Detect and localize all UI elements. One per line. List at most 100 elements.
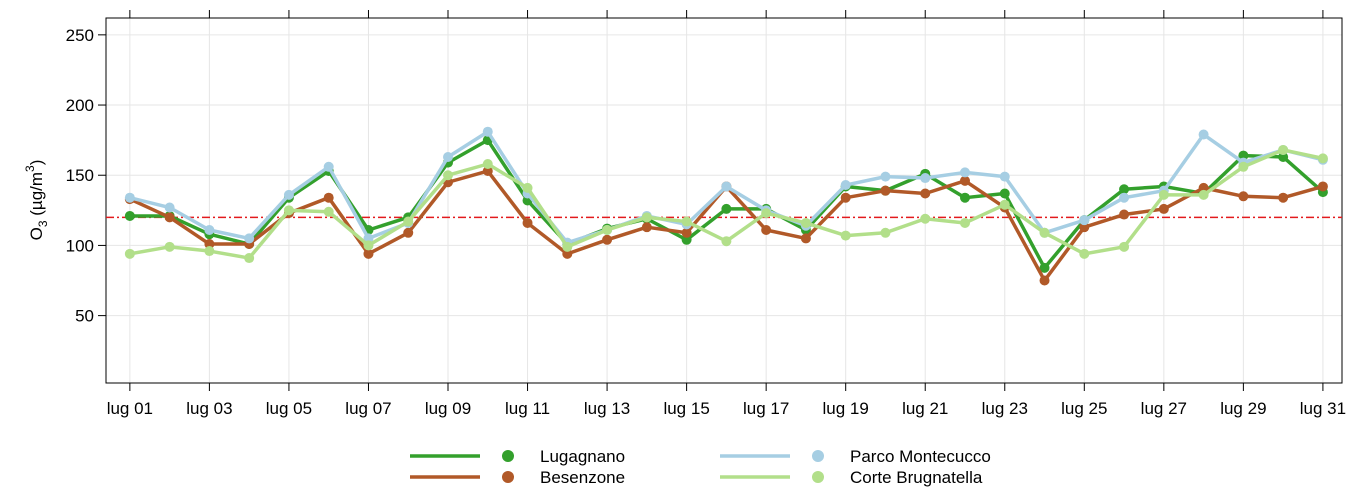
- data-point: [204, 239, 215, 250]
- data-point: [800, 233, 811, 244]
- data-point: [1158, 203, 1169, 214]
- data-point: [323, 192, 334, 203]
- data-point: [1317, 181, 1328, 192]
- x-tick-label: lug 19: [823, 399, 869, 418]
- legend-label: Besenzone: [540, 468, 625, 487]
- y-label-part: (µg/m: [27, 172, 46, 221]
- legend-label: Corte Brugnatella: [850, 468, 983, 487]
- data-point: [1238, 150, 1249, 161]
- data-point: [1317, 153, 1328, 164]
- data-point: [323, 161, 334, 172]
- data-point: [681, 216, 692, 227]
- legend-label: Parco Montecucco: [850, 447, 991, 466]
- data-point: [363, 248, 374, 259]
- x-tick-label: lug 11: [505, 399, 550, 418]
- data-point: [403, 227, 414, 238]
- legend-dot: [502, 450, 514, 462]
- x-tick-label: lug 07: [345, 399, 391, 418]
- y-tick-label: 100: [66, 236, 94, 255]
- data-point: [124, 248, 135, 259]
- data-point: [124, 192, 135, 203]
- data-point: [880, 171, 891, 182]
- y-label-part: O: [27, 227, 46, 240]
- data-point: [204, 224, 215, 235]
- data-point: [920, 188, 931, 199]
- data-point: [244, 233, 255, 244]
- data-point: [1119, 184, 1130, 195]
- x-tick-label: lug 13: [584, 399, 630, 418]
- data-point: [363, 240, 374, 251]
- y-tick-label: 250: [66, 26, 94, 45]
- data-point: [164, 241, 175, 252]
- data-point: [1079, 248, 1090, 259]
- data-point: [482, 126, 493, 137]
- data-point: [999, 199, 1010, 210]
- data-point: [1278, 151, 1289, 162]
- legend-dot: [812, 450, 824, 462]
- data-point: [840, 230, 851, 241]
- y-axis-label: O3 (µg/m3): [23, 160, 50, 241]
- data-point: [482, 159, 493, 169]
- data-point: [959, 192, 970, 203]
- data-point: [1198, 182, 1209, 193]
- data-point: [1198, 189, 1209, 200]
- y-label-part: 3: [23, 165, 37, 172]
- plot-frame: [105, 17, 1343, 384]
- data-point: [1039, 227, 1050, 238]
- data-point: [522, 182, 533, 193]
- data-point: [1278, 144, 1289, 155]
- legend-dot: [812, 471, 824, 483]
- legend-dot: [502, 471, 514, 483]
- data-point: [761, 224, 772, 235]
- data-point: [363, 233, 374, 244]
- data-point: [1119, 192, 1130, 203]
- x-tick-label: lug 09: [425, 399, 471, 418]
- data-point: [323, 206, 334, 217]
- data-point: [959, 175, 970, 186]
- data-point: [761, 208, 772, 219]
- data-point: [164, 202, 175, 213]
- data-point: [403, 216, 414, 227]
- x-tick-label: lug 15: [663, 399, 709, 418]
- x-tick-label: lug 25: [1061, 399, 1107, 418]
- data-point: [562, 248, 573, 259]
- data-point: [999, 188, 1010, 199]
- data-point: [1119, 241, 1130, 252]
- data-point: [1238, 161, 1249, 172]
- data-point: [124, 210, 135, 221]
- data-point: [443, 151, 454, 162]
- x-tick-label: lug 05: [266, 399, 312, 418]
- data-point: [283, 205, 294, 216]
- data-point: [602, 234, 613, 245]
- y-label-part: ): [27, 160, 46, 166]
- y-tick-label: 50: [75, 307, 94, 326]
- data-point: [602, 224, 613, 235]
- data-point: [1119, 209, 1130, 220]
- data-point: [920, 213, 931, 224]
- data-point: [721, 181, 732, 192]
- data-point: [164, 212, 175, 223]
- data-point: [1039, 275, 1050, 286]
- data-point: [880, 185, 891, 196]
- data-point: [1238, 191, 1249, 202]
- data-point: [443, 170, 454, 181]
- data-point: [959, 217, 970, 228]
- y-tick-label: 200: [66, 96, 94, 115]
- data-point: [562, 241, 573, 252]
- data-point: [800, 217, 811, 228]
- data-point: [641, 222, 652, 233]
- data-point: [1079, 215, 1090, 226]
- data-point: [641, 212, 652, 223]
- data-point: [721, 203, 732, 214]
- data-point: [920, 173, 931, 184]
- data-point: [1198, 129, 1209, 140]
- data-point: [959, 167, 970, 178]
- x-tick-label: lug 29: [1220, 399, 1266, 418]
- data-point: [522, 217, 533, 228]
- x-tick-label: lug 03: [186, 399, 232, 418]
- data-point: [880, 227, 891, 238]
- y-label-part: 3: [36, 220, 50, 227]
- data-point: [999, 171, 1010, 182]
- x-tick-label: lug 17: [743, 399, 789, 418]
